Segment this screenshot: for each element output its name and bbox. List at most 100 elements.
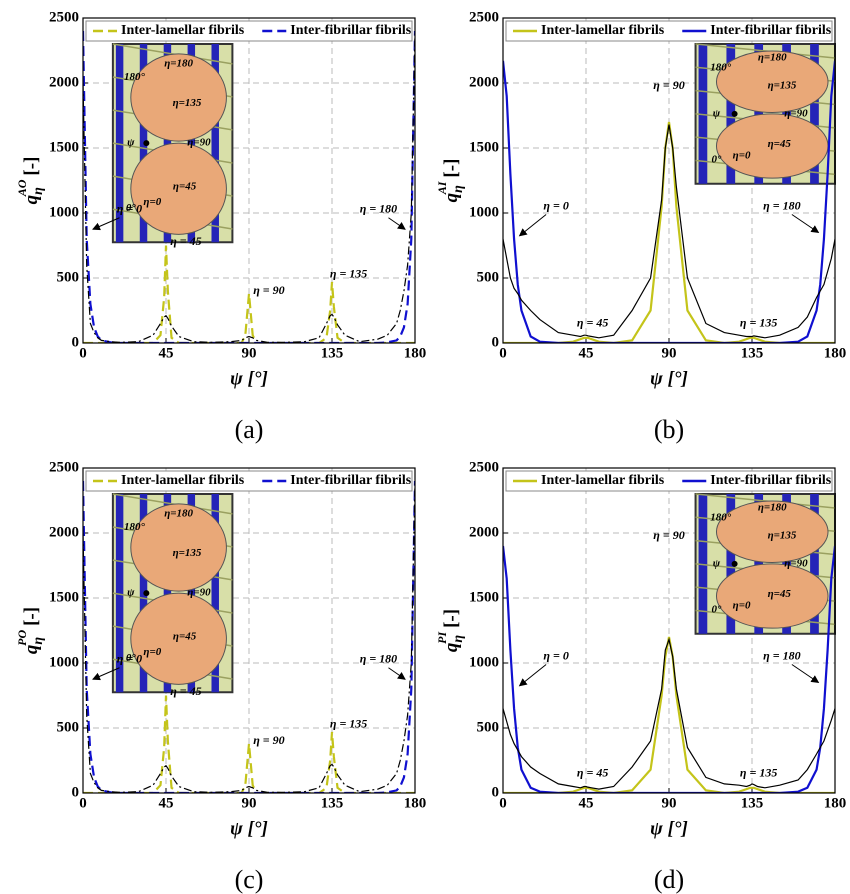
legend-label: Inter-fibrillar fibrils [710,473,831,488]
inset-stripe [810,44,819,184]
annotation: η = 180 [763,198,800,212]
inset-cell [715,563,829,629]
inset-label: η=0 [143,196,161,208]
series-line [503,121,835,343]
y-tick-label: 2000 [469,74,499,90]
x-tick-label: 135 [741,795,764,811]
inset-center [731,560,738,567]
inset-stripe [187,44,196,243]
y-tick-label: 2500 [469,459,499,475]
legend-label: Inter-lamellar fibrils [121,23,245,38]
x-tick-label: 0 [499,795,507,811]
y-axis-label: qηPO [-] [15,607,46,654]
x-tick-label: 90 [242,795,257,811]
inset-label: 0° [712,604,723,616]
x-tick-label: 0 [79,795,87,811]
x-tick-label: 180 [824,345,847,361]
inset-label: ψ [127,587,135,599]
legend-label: Inter-fibrillar fibrils [290,473,411,488]
inset-label: η=135 [768,79,797,91]
plot-frame [502,17,836,344]
annotation-arrow [388,217,406,230]
inset-label: η=45 [173,630,197,642]
annotation-arrow [518,214,547,237]
annotation-arrow [791,214,820,234]
x-tick-label: 0 [79,345,87,361]
inset-cell [130,592,227,685]
series-line [83,480,415,793]
inset-cell [130,142,227,235]
x-axis-label: ψ [°] [230,818,268,839]
inset-image: 180° η=180 η=135 ψ η=90 0° η=0 η=45 [111,493,234,694]
inset-label: η=45 [173,180,197,192]
inset-stripe [726,494,736,634]
inset-stripe [163,494,172,693]
inset-stripe [115,494,124,693]
y-tick-label: 1500 [469,589,499,605]
y-axis-label: qηAI [-] [435,159,466,203]
panel: 0 45 90 135 180 0 500 1000 1500 2000 2500 180° η=180… [435,9,847,444]
inset-label: 0° [126,652,137,664]
inset-stripe [782,494,791,634]
legend-label: Inter-lamellar fibrils [541,23,665,38]
inset-label: 0° [126,202,137,214]
annotation: η = 0 [543,198,568,212]
inset-label: η=45 [768,138,792,150]
y-tick-label: 1000 [469,654,499,670]
y-tick-label: 0 [72,334,80,350]
x-tick-label: 0 [499,345,507,361]
series-line [503,637,835,790]
legend-label: Inter-lamellar fibrils [541,473,665,488]
y-tick-label: 2500 [49,9,79,25]
y-tick-label: 500 [57,269,80,285]
legend-box [505,20,833,42]
y-axis-symbol: q [441,642,462,652]
y-tick-label: 500 [477,719,500,735]
series-line [503,636,835,793]
plot-frame [82,467,416,794]
inset-cell [130,53,227,142]
series-line [503,124,835,339]
annotation-arrow [92,217,120,231]
annotation-arrow [791,664,820,684]
y-tick-label: 2000 [49,74,79,90]
y-tick-label: 2500 [469,9,499,25]
y-axis-unit: [-] [441,609,462,628]
y-axis-label: qηPI [-] [435,609,466,652]
legend: Inter-lamellar fibrils Inter-fibrillar fi… [505,20,833,42]
series-line [503,545,835,793]
inset-label: η=135 [173,97,202,109]
inset-label: η=180 [164,507,193,519]
series-line [83,30,415,343]
panel: 0 45 90 135 180 0 500 1000 1500 2000 2500 180° η=180… [15,459,427,894]
y-tick-label: 0 [492,334,500,350]
annotation: η = 135 [330,717,367,731]
panel: 0 45 90 135 180 0 500 1000 1500 2000 2500 180° η=180… [15,9,427,444]
inset-label: η=0 [143,646,161,658]
inset-label: η=45 [768,588,792,600]
annotation: η = 45 [577,765,608,779]
annotation: η = 0 [543,648,568,662]
inset-stripe [211,44,219,243]
y-axis-sup: PI [435,631,449,644]
annotation: η = 90 [653,78,684,92]
y-tick-label: 0 [492,784,500,800]
inset-label: 180° [710,61,732,73]
annotation: η = 45 [170,234,201,248]
panel: 0 45 90 135 180 0 500 1000 1500 2000 2500 180° η=180… [435,459,847,894]
annotation: η = 45 [577,315,608,329]
y-tick-label: 0 [72,784,80,800]
inset-label: η=180 [758,502,787,514]
x-tick-label: 180 [824,795,847,811]
y-axis-sup: AO [15,179,29,197]
inset-cell [715,50,829,113]
inset-center [143,590,150,597]
inset-center [143,140,150,147]
y-axis-sup: AI [435,180,449,195]
inset-label: η=0 [733,149,751,161]
x-tick-label: 180 [404,795,427,811]
y-tick-label: 2000 [49,524,79,540]
inset-stripe [115,44,124,243]
x-tick-label: 45 [579,795,594,811]
x-tick-label: 45 [159,795,174,811]
